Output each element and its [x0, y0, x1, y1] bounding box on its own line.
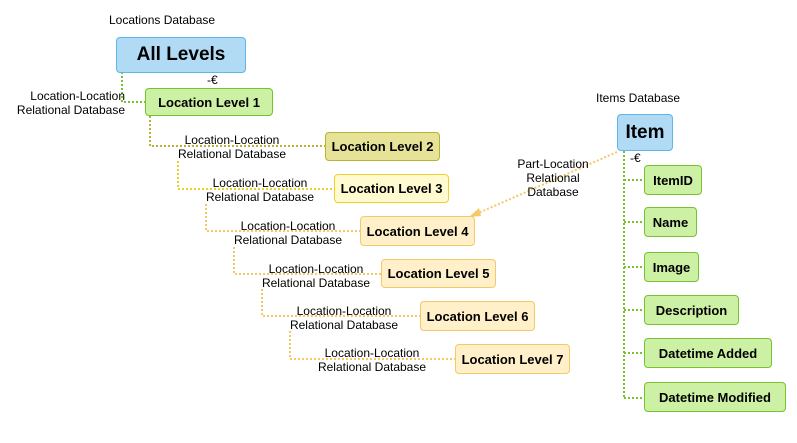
node-item[interactable]: Item — [617, 114, 673, 151]
relation-label-5: Location-Location Relational Database — [261, 262, 371, 290]
field-name[interactable]: Name — [644, 207, 697, 237]
collapse-icon[interactable]: -€ — [630, 151, 641, 165]
field-image[interactable]: Image — [644, 252, 699, 282]
arrowhead-icon — [469, 208, 481, 217]
connector-root-level1 — [121, 72, 146, 103]
locations-db-title: Locations Database — [109, 13, 216, 27]
connector-part-location — [475, 151, 618, 215]
relation-label-3: Location-Location Relational Database — [205, 176, 315, 204]
node-location-level-6[interactable]: Location Level 6 — [420, 301, 535, 331]
field-datetime-modified[interactable]: Datetime Modified — [644, 382, 786, 412]
connector-level6-level7 — [289, 331, 455, 360]
field-itemid[interactable]: ItemID — [644, 165, 702, 195]
node-location-level-3[interactable]: Location Level 3 — [334, 174, 449, 203]
connector-level5-level6 — [261, 289, 420, 317]
node-all-levels[interactable]: All Levels — [116, 37, 246, 73]
node-location-level-7[interactable]: Location Level 7 — [455, 344, 570, 374]
relation-label-4: Location-Location Relational Database — [233, 219, 343, 247]
connector-level2-level3 — [177, 161, 334, 190]
part-location-label: Part-Location Relational Database — [517, 157, 589, 199]
collapse-icon[interactable]: -€ — [207, 73, 218, 87]
relation-label-2: Location-Location Relational Database — [177, 133, 287, 161]
items-db-title: Items Database — [596, 91, 681, 105]
relation-label-1: Location-Location Relational Database — [16, 89, 125, 117]
field-description[interactable]: Description — [644, 295, 739, 325]
relation-label-7: Location-Location Relational Database — [317, 346, 427, 374]
connector-level1-level2 — [149, 116, 325, 147]
node-location-level-5[interactable]: Location Level 5 — [381, 259, 496, 288]
relation-label-6: Location-Location Relational Database — [289, 304, 399, 332]
connector-level4-level5 — [233, 247, 381, 275]
field-datetime-added[interactable]: Datetime Added — [644, 338, 772, 368]
node-location-level-2[interactable]: Location Level 2 — [325, 132, 440, 161]
node-location-level-1[interactable]: Location Level 1 — [145, 88, 273, 116]
node-location-level-4[interactable]: Location Level 4 — [360, 216, 475, 246]
connector-level3-level4 — [205, 204, 360, 232]
